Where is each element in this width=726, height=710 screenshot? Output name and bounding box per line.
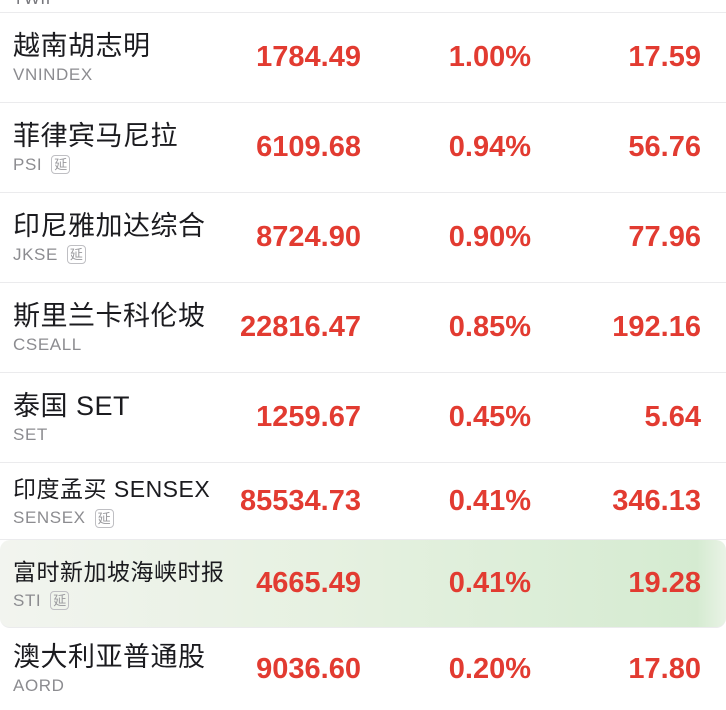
index-sub: CSEALL	[13, 335, 214, 355]
index-change-amount: 5.64	[644, 401, 701, 433]
index-last-price: 1259.67	[256, 401, 361, 433]
index-change-amount: 346.13	[612, 484, 701, 517]
index-change-percent: 0.20%	[448, 652, 531, 685]
index-row-set[interactable]: 泰国 SET SET 1259.67 0.45% 5.64	[0, 373, 726, 463]
index-ticker: SENSEX	[13, 508, 86, 527]
index-name: 澳大利亚普通股	[13, 642, 206, 672]
index-row-vnindex[interactable]: 越南胡志明 VNINDEX 1784.49 1.00% 17.59	[0, 13, 726, 103]
index-name-block: 印度孟买 SENSEX SENSEX 延	[13, 474, 214, 528]
index-name: 泰国 SET	[13, 390, 131, 421]
index-change-amount: 77.96	[628, 221, 701, 253]
index-name: 印度孟买 SENSEX	[13, 476, 211, 502]
index-name: 菲律宾马尼拉	[13, 120, 178, 151]
index-last-price: 9036.60	[256, 652, 361, 685]
index-change-amount: 192.16	[612, 311, 701, 343]
index-last-price: 8724.90	[256, 221, 361, 253]
delayed-badge: 延	[51, 155, 71, 174]
index-change-amount: 19.28	[628, 567, 701, 599]
index-name-block: 印尼雅加达综合 JKSE 延	[13, 211, 214, 265]
index-name-block: 越南胡志明 VNINDEX	[13, 31, 214, 85]
index-change-amount: 17.80	[628, 652, 701, 685]
index-name-block: 菲律宾马尼拉 PSI 延	[13, 121, 214, 175]
index-row-partial[interactable]: TWII	[0, 0, 726, 13]
index-change-percent: 0.94%	[448, 131, 531, 163]
index-ticker: TWII	[13, 0, 51, 9]
index-last-price: 85534.73	[240, 484, 361, 517]
index-name-block: 泰国 SET SET	[13, 391, 214, 445]
index-change-amount: 17.59	[628, 41, 701, 73]
delayed-badge: 延	[94, 508, 114, 528]
index-change-percent: 0.45%	[448, 401, 531, 433]
index-ticker: CSEALL	[13, 334, 82, 354]
index-ticker: VNINDEX	[13, 64, 93, 84]
index-name: 印尼雅加达综合	[13, 210, 206, 241]
index-ticker: AORD	[13, 676, 65, 695]
index-ticker: JKSE	[13, 244, 58, 264]
index-sub: AORD	[13, 676, 214, 696]
delayed-badge: 延	[50, 591, 70, 610]
index-row-aord[interactable]: 澳大利亚普通股 AORD 9036.60 0.20% 17.80	[0, 628, 726, 710]
index-sub: JKSE 延	[13, 245, 214, 265]
index-last-price: 6109.68	[256, 131, 361, 163]
index-change-percent: 1.00%	[448, 41, 531, 73]
index-ticker: PSI	[13, 154, 43, 174]
index-change-percent: 0.41%	[448, 567, 531, 599]
index-name: 斯里兰卡科伦坡	[13, 300, 206, 331]
index-name-block: 斯里兰卡科伦坡 CSEALL	[13, 301, 214, 355]
index-row-jkse[interactable]: 印尼雅加达综合 JKSE 延 8724.90 0.90% 77.96	[0, 193, 726, 283]
index-name: 富时新加坡海峡时报	[13, 558, 225, 585]
index-change-percent: 0.41%	[448, 484, 531, 517]
index-change-amount: 56.76	[628, 131, 701, 163]
index-change-percent: 0.90%	[448, 221, 531, 253]
index-ticker: STI	[13, 590, 42, 610]
index-sub: SENSEX 延	[13, 508, 214, 528]
index-row-cseall[interactable]: 斯里兰卡科伦坡 CSEALL 22816.47 0.85% 192.16	[0, 283, 726, 373]
index-name-block: 富时新加坡海峡时报 STI 延	[13, 557, 225, 611]
index-row-psi[interactable]: 菲律宾马尼拉 PSI 延 6109.68 0.94% 56.76	[0, 103, 726, 193]
index-last-price: 4665.49	[256, 567, 361, 599]
index-sub: SET	[13, 425, 214, 445]
index-last-price: 22816.47	[240, 311, 361, 343]
index-sub: STI 延	[13, 591, 214, 611]
index-last-price: 1784.49	[256, 41, 361, 73]
delayed-badge: 延	[66, 245, 86, 264]
index-ticker: SET	[13, 424, 48, 444]
index-sub: PSI 延	[13, 155, 214, 175]
index-sub: VNINDEX	[13, 65, 214, 85]
index-row-sensex[interactable]: 印度孟买 SENSEX SENSEX 延 85534.73 0.41% 346.…	[0, 463, 726, 540]
index-name-block: 澳大利亚普通股 AORD	[13, 642, 214, 696]
index-row-sti[interactable]: 富时新加坡海峡时报 STI 延 4665.49 0.41% 19.28	[0, 540, 726, 628]
index-name: 越南胡志明	[13, 30, 151, 61]
index-change-percent: 0.85%	[448, 311, 531, 343]
